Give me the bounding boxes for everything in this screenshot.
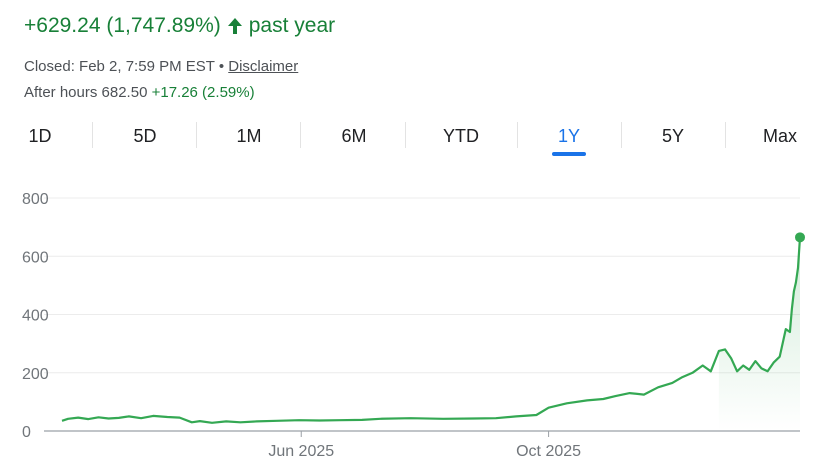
tab-max[interactable]: Max [762,126,797,146]
tab-1m[interactable]: 1M [236,126,262,146]
y-tick-label: 800 [22,191,49,208]
price-line [61,237,802,424]
tab-divider [725,122,726,148]
tab-6m[interactable]: 6M [341,126,367,146]
tab-ytd[interactable]: YTD [443,126,479,146]
last-price-point [795,232,805,243]
tab-5y[interactable]: 5Y [661,126,685,146]
closed-info: Closed: Feb 2, 7:59 PM EST • Disclaimer [24,58,298,75]
y-tick-label: 200 [22,366,49,383]
after-hours-change: +17.26 (2.59%) [151,84,255,101]
price-change-summary: +629.24 (1,747.89%) past year [24,14,335,38]
price-chart-svg: 0 200 400 600 800 Jun 2025 Oct 2025 [22,191,805,460]
price-chart[interactable]: 0 200 400 600 800 Jun 2025 Oct 2025 [0,180,828,461]
arrow-up-icon [227,18,242,34]
after-hours-price: After hours 682.50 [24,84,148,101]
tab-5d[interactable]: 5D [133,126,157,146]
tab-divider [405,122,406,148]
tab-divider [92,122,93,148]
range-tabs: 1D 5D 1M 6M YTD 1Y 5Y Max [0,118,828,158]
price-area-fill [718,237,800,431]
y-tick-label: 0 [22,424,31,441]
price-change-period: past year [248,14,336,37]
tab-divider [621,122,622,148]
y-tick-label: 600 [22,249,49,266]
tab-1y[interactable]: 1Y [544,118,594,158]
y-tick-label: 400 [22,308,49,325]
tab-divider [196,122,197,148]
price-change-value: +629.24 (1,747.89%) [24,14,221,37]
x-tick-label: Jun 2025 [268,443,334,460]
disclaimer-link[interactable]: Disclaimer [228,58,299,75]
tab-divider [517,122,518,148]
x-tick-label: Oct 2025 [516,443,581,460]
after-hours-info: After hours 682.50 +17.26 (2.59%) [24,84,255,101]
tab-divider [300,122,301,148]
closed-time-text: Closed: Feb 2, 7:59 PM EST • [24,58,225,75]
active-tab-indicator [552,152,586,156]
tab-1d[interactable]: 1D [28,126,52,146]
